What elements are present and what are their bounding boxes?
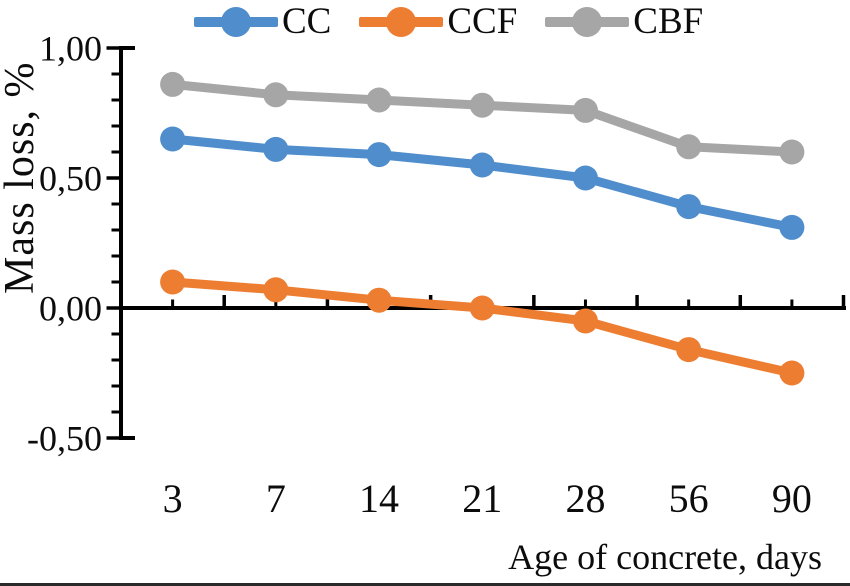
- y-tick-label: -0,50: [27, 419, 102, 459]
- x-tick-label: 7: [266, 476, 286, 521]
- series-point-cbf: [572, 97, 598, 123]
- legend: CC CCF CBF: [194, 1, 704, 42]
- legend-line-marker-icon: [545, 6, 630, 38]
- legend-label: CBF: [633, 1, 704, 42]
- x-tick-label: 14: [359, 476, 399, 521]
- legend-item-ccf: CCF: [359, 1, 518, 42]
- legend-label: CC: [282, 1, 332, 42]
- series-point-ccf: [366, 287, 392, 313]
- series-point-cbf: [779, 139, 805, 165]
- x-tick-label: 56: [669, 476, 709, 521]
- x-tick-label: 3: [163, 476, 183, 521]
- series-point-ccf: [469, 295, 495, 321]
- series-point-cc: [160, 126, 186, 152]
- x-axis-title: Age of concrete, days: [508, 537, 822, 577]
- legend-marker-dot: [221, 7, 251, 37]
- x-tick-label: 28: [565, 476, 605, 521]
- series-point-cbf: [469, 92, 495, 118]
- y-tick-label: 1,00: [39, 29, 102, 69]
- series-point-cbf: [160, 71, 186, 97]
- y-axis-title: Mass loss, %: [0, 61, 43, 295]
- series-point-cc: [366, 142, 392, 168]
- legend-item-cbf: CBF: [545, 1, 704, 42]
- legend-label: CCF: [447, 1, 518, 42]
- y-tick-label: 0,50: [39, 159, 102, 199]
- y-tick-label: 0,00: [39, 289, 102, 329]
- x-tick-label: 21: [462, 476, 502, 521]
- x-tick-label: 90: [772, 476, 812, 521]
- series-point-ccf: [676, 337, 702, 363]
- series-point-cbf: [676, 134, 702, 160]
- series-point-ccf: [572, 308, 598, 334]
- series-point-cc: [676, 194, 702, 220]
- y-axis-line: [119, 46, 135, 440]
- series-point-ccf: [263, 277, 289, 303]
- legend-line-marker-icon: [359, 6, 444, 38]
- series-point-cc: [263, 136, 289, 162]
- legend-item-cc: CC: [194, 1, 332, 42]
- legend-marker-dot: [572, 7, 603, 37]
- figure-bottom-border: [0, 583, 850, 586]
- series-point-cc: [469, 152, 495, 178]
- series-point-cbf: [366, 87, 392, 113]
- series-point-cc: [572, 165, 598, 191]
- series-point-ccf: [779, 360, 805, 386]
- legend-marker-dot: [386, 7, 417, 37]
- series-point-cc: [779, 214, 805, 240]
- series-point-cbf: [263, 82, 289, 108]
- series-point-ccf: [160, 269, 186, 295]
- legend-line-marker-icon: [194, 6, 278, 38]
